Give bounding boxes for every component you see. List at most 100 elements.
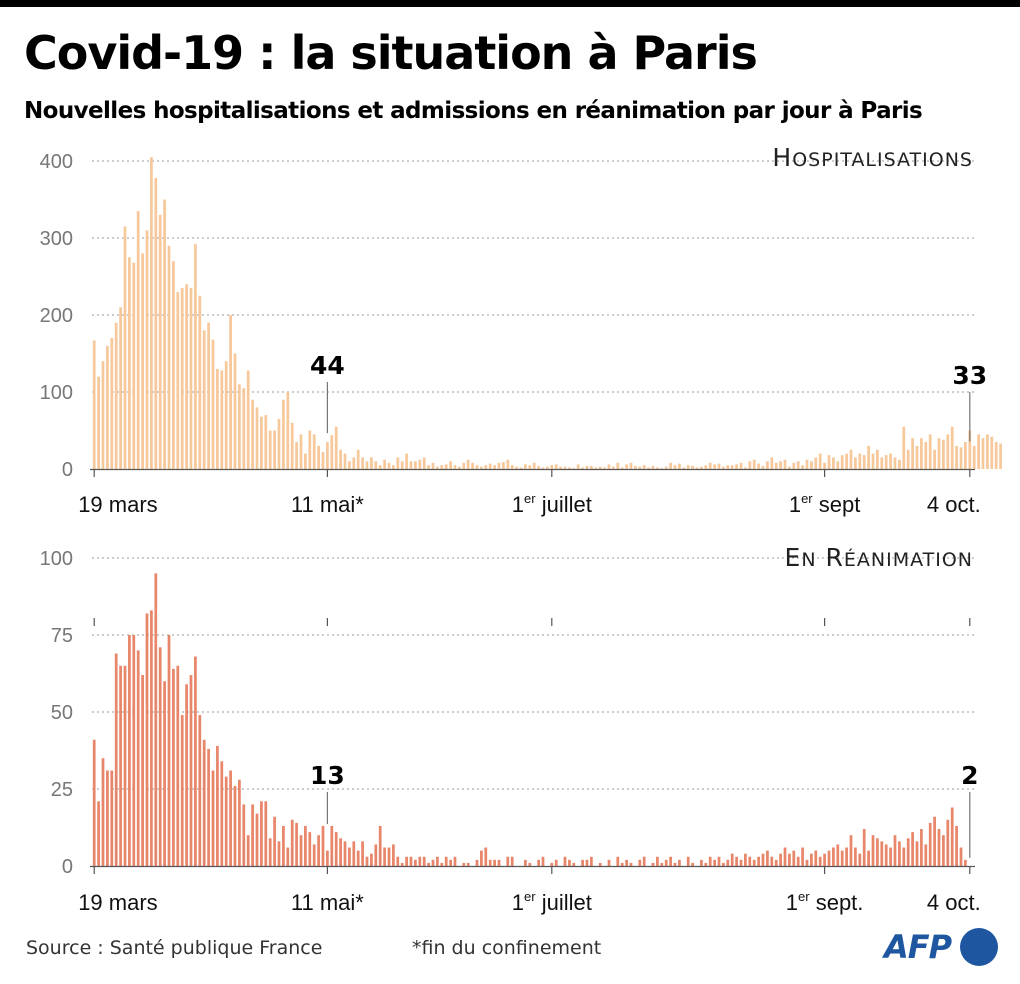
bar	[942, 835, 945, 866]
panel-title: HOSPITALISATIONS	[772, 143, 973, 172]
bar	[229, 770, 232, 866]
bar	[277, 418, 281, 469]
bar	[484, 847, 488, 866]
bar	[497, 859, 501, 866]
bar	[194, 244, 197, 469]
bar	[400, 862, 404, 866]
bar	[612, 466, 615, 469]
bar	[972, 445, 976, 469]
bar	[563, 856, 567, 866]
bar	[150, 610, 153, 866]
bar	[132, 635, 136, 866]
bar	[506, 856, 510, 866]
bar	[541, 856, 545, 866]
bar	[770, 856, 774, 866]
bar	[211, 339, 215, 469]
bar	[554, 464, 558, 469]
bar	[246, 835, 250, 866]
bar	[598, 862, 602, 866]
bar	[656, 856, 659, 866]
bar	[466, 862, 470, 866]
y-tick-label: 100	[40, 382, 73, 404]
bar	[757, 463, 760, 469]
bar	[933, 816, 936, 866]
bar	[136, 211, 140, 470]
hospitalisations-chart: 0 100 200 300 400 19 mars 11 mai* 1er juillet 1e…	[0, 140, 1020, 520]
bar	[730, 465, 734, 469]
bar	[471, 462, 474, 469]
bar	[700, 859, 703, 866]
bar	[744, 467, 747, 469]
x-tick-label: 1er juillet	[512, 491, 592, 517]
bar	[510, 856, 514, 866]
bar	[414, 859, 417, 866]
bar	[660, 468, 664, 469]
y-tick-label: 200	[40, 305, 73, 327]
bar	[458, 466, 461, 469]
bar	[986, 434, 989, 469]
bar	[405, 453, 408, 469]
bar	[290, 422, 294, 469]
bar	[638, 859, 642, 866]
bar	[770, 457, 774, 469]
bar	[717, 856, 721, 866]
footnote: *fin du confinement	[412, 937, 602, 959]
bar	[348, 847, 351, 866]
bar	[933, 449, 936, 469]
bar	[141, 253, 144, 469]
bar	[502, 462, 505, 469]
bar	[946, 819, 950, 866]
bar	[295, 822, 298, 866]
bar	[136, 650, 140, 866]
bar	[572, 862, 576, 866]
bar	[392, 844, 395, 866]
bar	[911, 438, 914, 469]
bar	[757, 856, 760, 866]
bar	[449, 859, 452, 866]
bar	[304, 453, 307, 469]
bar	[968, 430, 972, 469]
bar	[761, 465, 765, 469]
bar	[871, 453, 875, 469]
bar	[761, 853, 765, 866]
bar	[273, 816, 276, 866]
bar	[537, 465, 540, 469]
bar	[959, 847, 963, 866]
bar	[202, 739, 206, 866]
bar	[858, 853, 862, 866]
bar	[805, 459, 809, 469]
bar	[823, 462, 826, 469]
bar	[488, 463, 492, 469]
bar	[312, 844, 316, 866]
bar	[493, 465, 496, 469]
bar	[845, 847, 848, 866]
bar	[444, 464, 448, 469]
bar	[224, 361, 228, 469]
bar	[854, 457, 857, 469]
bar	[691, 862, 694, 866]
bar	[365, 461, 369, 469]
bar	[708, 856, 712, 866]
bar	[356, 449, 360, 469]
bar	[849, 835, 853, 866]
bar	[810, 461, 813, 469]
bar	[920, 438, 923, 469]
x-tick-label: 4 oct.	[927, 890, 981, 915]
annotation-label: 33	[952, 361, 987, 390]
bar	[695, 467, 699, 469]
bar	[361, 457, 364, 469]
afp-logo: AFP	[884, 926, 1000, 968]
bar	[766, 850, 769, 866]
bar	[475, 859, 479, 866]
bar	[937, 438, 941, 469]
bar	[194, 656, 197, 866]
bar	[370, 853, 373, 866]
bar	[493, 859, 496, 866]
bar	[330, 435, 334, 469]
bar	[651, 862, 655, 866]
bar	[409, 461, 413, 469]
bar	[774, 859, 778, 866]
bar	[180, 288, 184, 469]
bar	[867, 445, 870, 469]
bar	[585, 465, 589, 469]
